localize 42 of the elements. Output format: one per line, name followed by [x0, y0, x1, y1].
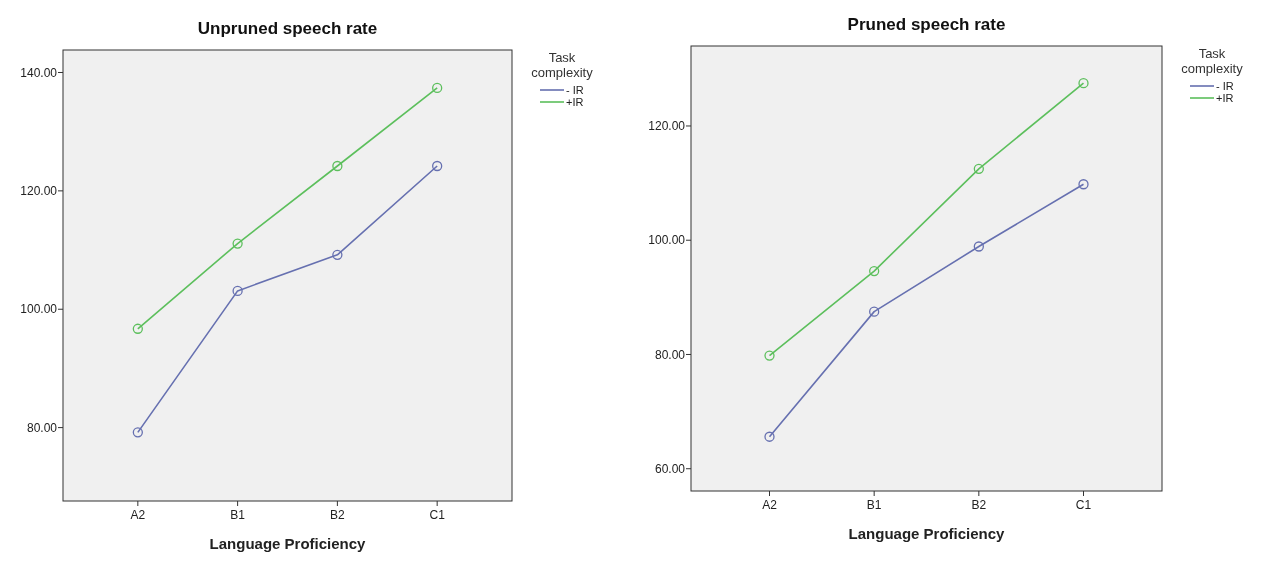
x-tick-label: C1: [429, 508, 446, 522]
point: [1078, 179, 1089, 190]
x-tick-label: A2: [130, 508, 146, 522]
x-tick-label: B2: [330, 508, 346, 522]
legend-label: - IR: [1216, 79, 1234, 92]
legend-label: +IR: [566, 95, 584, 108]
y-tick-label: 140.00: [20, 65, 58, 80]
point: [764, 350, 775, 361]
point: [132, 427, 143, 438]
x-tick-label: B2: [971, 498, 987, 512]
legend-title: Task complexity: [531, 50, 594, 80]
legend-title: Task complexity: [1181, 46, 1244, 76]
x-axis-title: Language Proficiency: [848, 525, 1006, 542]
legend-label: +IR: [1216, 91, 1234, 104]
x-tick-label: B1: [230, 508, 246, 522]
point: [232, 238, 243, 249]
x-tick-label: B1: [866, 498, 882, 512]
y-tick-label: 80.00: [26, 420, 58, 435]
point: [332, 249, 343, 260]
chart-title: Unpruned speech rate: [197, 19, 378, 38]
point: [332, 160, 343, 172]
x-tick-label: C1: [1075, 498, 1092, 512]
point: [232, 285, 243, 297]
y-tick-label: 80.00: [654, 347, 686, 362]
point: [132, 323, 143, 334]
y-tick-label: 120.00: [648, 119, 686, 134]
point: [432, 160, 443, 172]
point: [1078, 77, 1089, 89]
point: [432, 82, 443, 94]
point: [869, 306, 880, 317]
x-axis-title: Language Proficiency: [209, 535, 367, 552]
y-tick-label: 100.00: [648, 233, 686, 248]
y-tick-label: 120.00: [20, 184, 58, 199]
point: [869, 265, 880, 277]
chart-title: Pruned speech rate: [847, 15, 1006, 34]
x-tick-label: A2: [762, 498, 778, 512]
point: [764, 431, 775, 442]
y-tick-label: 60.00: [654, 461, 686, 476]
y-tick-label: 100.00: [20, 302, 58, 317]
point: [973, 163, 984, 174]
legend-label: - IR: [566, 83, 584, 96]
point: [973, 241, 984, 252]
